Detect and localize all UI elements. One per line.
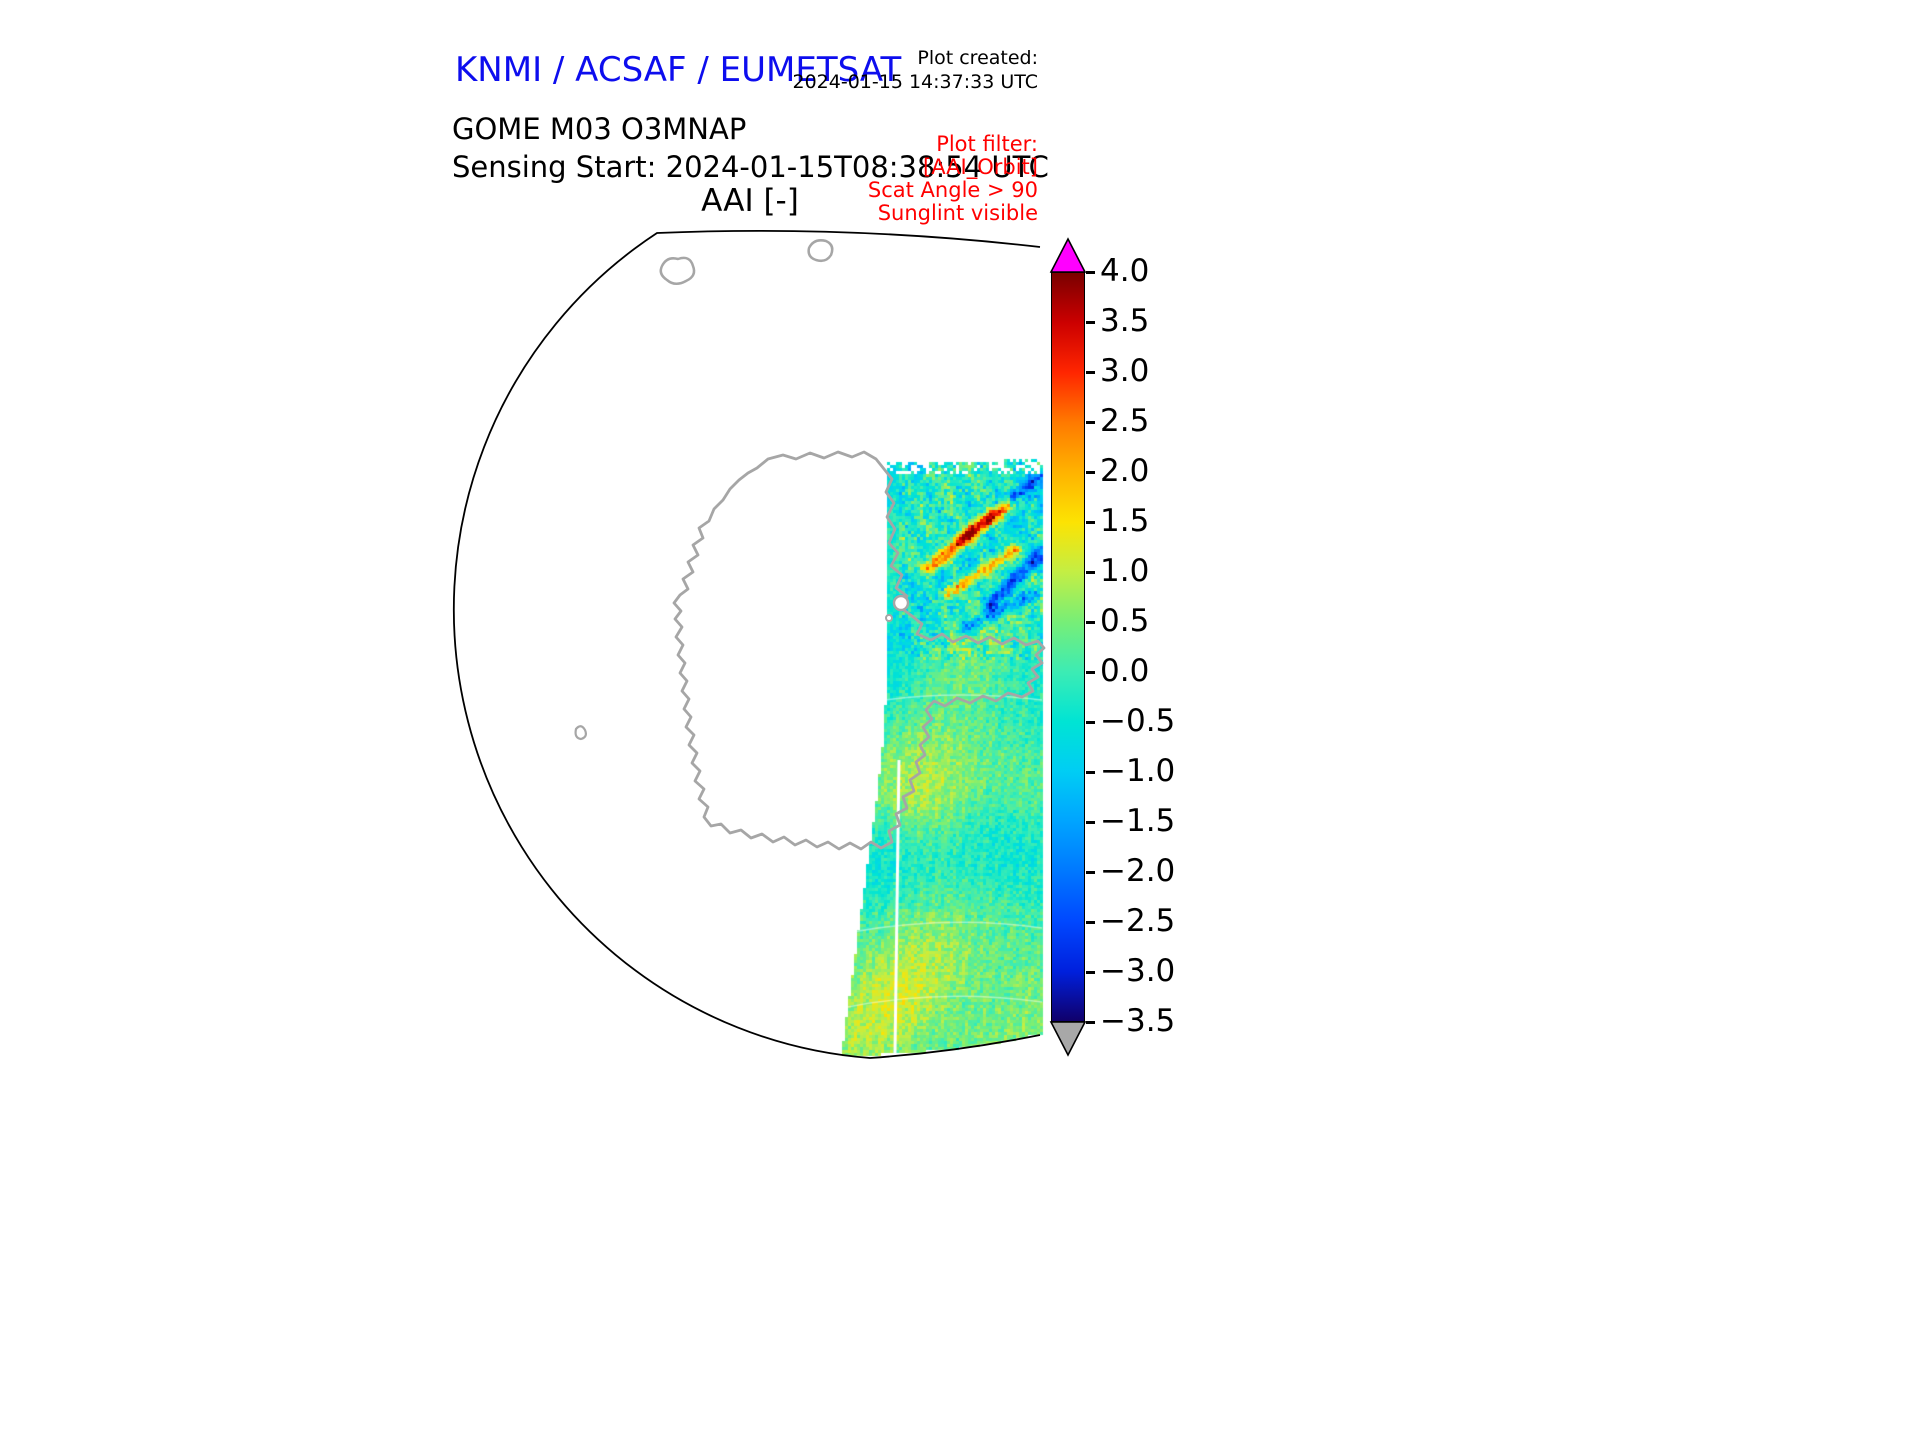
colorbar (1051, 272, 1085, 1022)
plot-created-block: Plot created: 2024-01-15 14:37:33 UTC (793, 46, 1039, 94)
colorbar-tick-label: 0.0 (1100, 653, 1150, 689)
colorbar-tick-label: 0.5 (1100, 603, 1150, 639)
product-name: GOME M03 O3MNAP (452, 112, 747, 146)
plot-created-label: Plot created: (917, 47, 1038, 69)
colorbar-tick-mark (1086, 671, 1095, 674)
plot-filter-block: Plot filter: [AAI_Orbit] Scat Angle > 90 S… (868, 133, 1038, 225)
plot-title: AAI [-] (701, 183, 799, 219)
plot-filter-label: Plot filter: (936, 132, 1038, 156)
colorbar-tick-mark (1086, 371, 1095, 374)
colorbar-tick-mark (1086, 721, 1095, 724)
colorbar-tick-label: −3.5 (1100, 1003, 1176, 1039)
colorbar-tick-label: 3.5 (1100, 303, 1150, 339)
colorbar-tick-mark (1086, 621, 1095, 624)
colorbar-tick-label: −1.5 (1100, 803, 1176, 839)
organization-title: KNMI / ACSAF / EUMETSAT (455, 50, 902, 90)
colorbar-under-arrow-icon (1049, 1021, 1087, 1057)
colorbar-tick-label: −2.0 (1100, 853, 1176, 889)
colorbar-tick-mark (1086, 971, 1095, 974)
colorbar-tick-mark (1086, 821, 1095, 824)
islet-in-swath (885, 614, 893, 622)
island-in-swath (892, 594, 910, 612)
colorbar-tick-label: −2.5 (1100, 903, 1176, 939)
plot-filter-line: [AAI_Orbit] (923, 155, 1038, 179)
colorbar-tick-mark (1086, 771, 1095, 774)
map-boundary (453, 229, 1041, 1059)
colorbar-tick-label: 3.0 (1100, 353, 1150, 389)
island-small-west (574, 725, 587, 741)
colorbar-tick-mark (1086, 571, 1095, 574)
colorbar-tick-label: 1.5 (1100, 503, 1150, 539)
colorbar-tick-mark (1086, 1021, 1095, 1024)
sensing-start: Sensing Start: 2024-01-15T08:38:54 UTC (452, 150, 1049, 184)
colorbar-tick-label: 4.0 (1100, 253, 1150, 289)
colorbar-tick-mark (1086, 321, 1095, 324)
colorbar-tick-mark (1086, 871, 1095, 874)
colorbar-tick-label: −3.0 (1100, 953, 1176, 989)
island-north (807, 239, 834, 263)
colorbar-tick-mark (1086, 471, 1095, 474)
plot-created-value: 2024-01-15 14:37:33 UTC (792, 71, 1039, 93)
colorbar-tick-label: −0.5 (1100, 703, 1176, 739)
antarctica-coastline (672, 450, 1046, 851)
colorbar-tick-label: 1.0 (1100, 553, 1150, 589)
colorbar-tick-mark (1086, 271, 1095, 274)
plot-filter-line: Scat Angle > 90 (867, 178, 1038, 202)
island-northwest (659, 256, 696, 285)
colorbar-tick-mark (1086, 521, 1095, 524)
plot-filter-line: Sunglint visible (877, 201, 1038, 225)
colorbar-tick-label: 2.5 (1100, 403, 1150, 439)
colorbar-over-arrow-icon (1049, 237, 1087, 273)
plot-filter-lines: [AAI_Orbit] Scat Angle > 90 Sunglint visib… (868, 156, 1038, 225)
colorbar-tick-mark (1086, 421, 1095, 424)
colorbar-tick-label: 2.0 (1100, 453, 1150, 489)
colorbar-tick-mark (1086, 921, 1095, 924)
colorbar-tick-label: −1.0 (1100, 753, 1176, 789)
